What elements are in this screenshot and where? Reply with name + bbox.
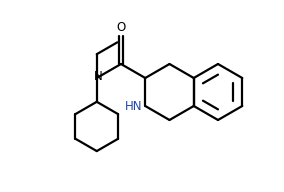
- Text: O: O: [116, 21, 126, 34]
- Text: N: N: [93, 70, 102, 84]
- Text: HN: HN: [125, 99, 142, 113]
